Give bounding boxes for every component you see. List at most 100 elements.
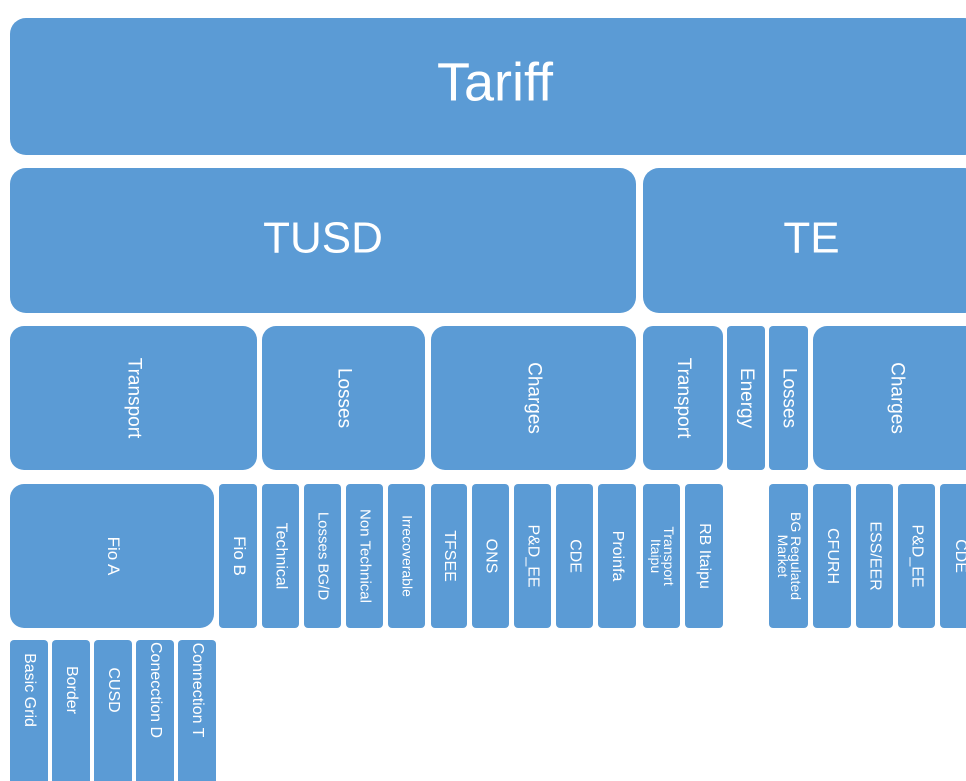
label-line: CDE (566, 539, 583, 573)
node: Tariff (10, 18, 966, 155)
node-box (10, 168, 636, 313)
node-label: CDE (952, 539, 966, 573)
node: Charges (431, 326, 636, 470)
node-box (643, 326, 723, 470)
node: Proinfa (598, 484, 636, 628)
node: P&D_EE (514, 484, 551, 628)
label-line: Charges (523, 362, 544, 434)
node-box (10, 18, 966, 155)
node-box (598, 484, 636, 628)
node-box (514, 484, 551, 628)
node: Conecction D (136, 640, 174, 781)
node-box (10, 640, 48, 781)
node: Non Technical (346, 484, 383, 628)
node-label: TFSEE (441, 530, 458, 582)
node: Technical (262, 484, 299, 628)
label-line: ONS (482, 539, 499, 574)
node-box (643, 484, 680, 628)
node-box (813, 484, 851, 628)
node: CFURH (813, 484, 851, 628)
node-label: CFURH (824, 528, 841, 584)
label-line: Fio B (230, 536, 249, 576)
node: Losses (262, 326, 425, 470)
node: Fio B (219, 484, 257, 628)
label-line: Irrecoverable (400, 515, 416, 597)
node-label: CDE (566, 539, 583, 573)
node-label: Irrecoverable (400, 515, 416, 597)
label-line: Losses BG/D (315, 512, 332, 601)
node: RB Itaipu (685, 484, 723, 628)
node-box (262, 326, 425, 470)
node: TUSD (10, 168, 636, 313)
label-line: P&D_EE (908, 524, 925, 587)
label-line: Proinfa (609, 531, 626, 582)
node-box (556, 484, 593, 628)
node: TransportItaipu (643, 484, 680, 628)
node-label: BG RegulatedMarket (775, 512, 804, 600)
node-box (10, 326, 257, 470)
label-line: Transport (661, 526, 677, 586)
label-line: CFURH (824, 528, 841, 584)
label-line: Conecction D (147, 642, 164, 738)
node: Transport (10, 326, 257, 470)
node-label: Transport (673, 358, 694, 439)
node-box (52, 640, 90, 781)
node-label: Non Technical (357, 509, 374, 603)
label-line: TUSD (263, 213, 383, 262)
node-label: Losses (333, 368, 354, 428)
node-label: Fio A (104, 537, 123, 576)
label-line: Energy (736, 368, 757, 429)
node-label: Conecction D (147, 642, 164, 738)
node: Connection T (178, 640, 216, 781)
node: ONS (472, 484, 509, 628)
node-box (643, 168, 966, 313)
label-line: Market (775, 535, 791, 578)
node: Irrecoverable (388, 484, 425, 628)
node-label: Tariff (437, 53, 554, 113)
node-box (472, 484, 509, 628)
label-line: Border (63, 666, 80, 715)
node-box (813, 326, 966, 470)
node: TFSEE (431, 484, 467, 628)
node-box (219, 484, 257, 628)
node-label: TE (783, 213, 839, 262)
node: Basic Grid (10, 640, 48, 781)
node: Losses (769, 326, 808, 470)
label-line: Transport (673, 358, 694, 439)
node-label: Proinfa (609, 531, 626, 582)
node: Charges (813, 326, 966, 470)
node: Transport (643, 326, 723, 470)
node-box (940, 484, 966, 628)
node-label: Losses BG/D (315, 512, 332, 601)
label-line: Transport (123, 358, 144, 439)
node: Losses BG/D (304, 484, 341, 628)
node-label: ESS/EER (866, 521, 883, 590)
node: Fio A (10, 484, 214, 628)
node-label: TransportItaipu (648, 526, 677, 586)
label-line: Charges (886, 362, 907, 434)
label-line: TFSEE (441, 530, 458, 582)
label-line: Itaipu (648, 539, 664, 573)
node: ESS/EER (856, 484, 893, 628)
node-box (685, 484, 723, 628)
node-label: Charges (523, 362, 544, 434)
node-label: Energy (736, 368, 757, 429)
label-line: BG Regulated (788, 512, 804, 600)
label-line: CDE (952, 539, 966, 573)
label-line: Technical (272, 523, 289, 590)
node-label: Basic Grid (21, 653, 38, 727)
label-line: Basic Grid (21, 653, 38, 727)
node-box (769, 326, 808, 470)
node-box (431, 326, 636, 470)
label-line: Fio A (104, 537, 123, 576)
node-label: Fio B (230, 536, 249, 576)
node-box (94, 640, 132, 781)
node: CDE (556, 484, 593, 628)
node-label: TUSD (263, 213, 383, 262)
node-label: P&D_EE (524, 524, 541, 587)
node-label: Losses (778, 368, 799, 428)
node-box (304, 484, 341, 628)
node-box (898, 484, 935, 628)
node-label: Charges (886, 362, 907, 434)
